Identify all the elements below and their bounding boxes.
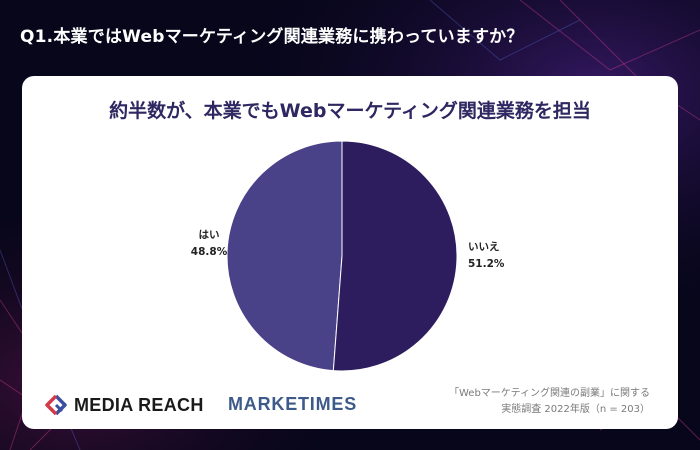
source-line-2: 実態調査 2022年版（n = 203）: [501, 404, 650, 415]
pie-chart: [226, 140, 458, 372]
slice-label-yes-name: はい: [198, 229, 220, 241]
pie-slice-yes: [226, 140, 343, 372]
chart-card: 約半数が、本業でもWebマーケティング関連業務を担当 はい 48.8% いいえ …: [22, 76, 678, 429]
marketimes-logo: MARKETIMES: [228, 394, 357, 414]
source-line-1: 「Webマーケティング関連の副業」に関する: [448, 388, 650, 399]
chart-title: 約半数が、本業でもWebマーケティング関連業務を担当: [109, 100, 591, 122]
media-reach-mark-icon: [45, 394, 67, 416]
survey-question: Q1.本業ではWebマーケティング関連業務に携わっていますか？: [20, 27, 524, 47]
slice-label-no-name: いいえ: [468, 241, 500, 253]
pie-slice-no: [332, 140, 458, 372]
slice-label-no-value: 51.2%: [468, 258, 505, 270]
media-reach-logo-text: MEDIA REACH: [74, 394, 204, 415]
media-reach-logo: MEDIA REACH: [44, 394, 204, 416]
source-note: 「Webマーケティング関連の副業」に関する 実態調査 2022年版（n = 20…: [449, 386, 650, 418]
slice-label-yes-value: 48.8%: [190, 246, 228, 258]
slice-label-no: いいえ 51.2%: [468, 239, 504, 273]
slice-label-yes: はい 48.8%: [187, 227, 231, 261]
